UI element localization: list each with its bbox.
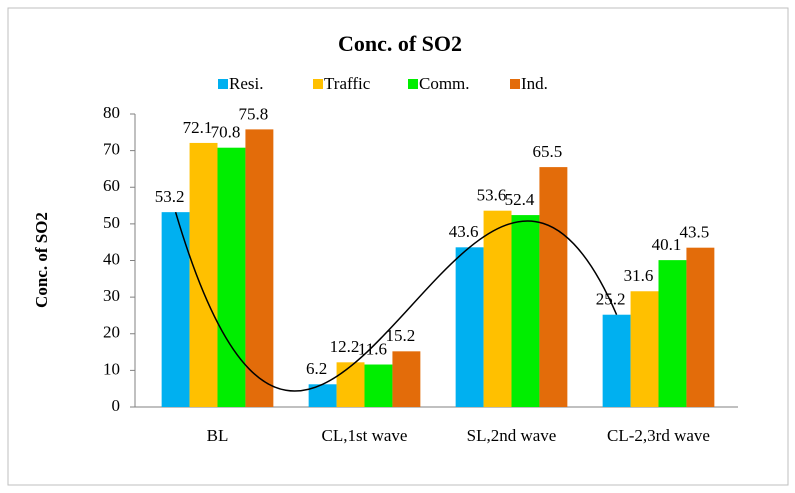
bar [630, 291, 659, 407]
y-tick-label: 20 [103, 323, 120, 342]
data-label: 53.6 [477, 186, 507, 205]
legend-label: Comm. [419, 74, 470, 93]
bar [658, 260, 687, 407]
y-axis-label: Conc. of SO2 [32, 212, 51, 308]
data-label: 65.5 [533, 142, 563, 161]
bar [686, 247, 715, 407]
bar [336, 362, 365, 407]
data-label: 25.2 [596, 290, 626, 309]
x-tick-label: CL,1st wave [322, 426, 408, 445]
y-tick-label: 30 [103, 286, 120, 305]
data-label: 43.5 [680, 223, 710, 242]
legend-label: Resi. [229, 74, 263, 93]
data-label: 72.1 [183, 118, 213, 137]
trendline [174, 211, 618, 392]
legend-swatch [510, 79, 520, 89]
x-tick-label: SL,2nd wave [467, 426, 557, 445]
data-label: 70.8 [211, 123, 241, 142]
legend-swatch [218, 79, 228, 89]
data-label: 12.2 [330, 337, 360, 356]
bar [455, 247, 484, 407]
chart-title: Conc. of SO2 [338, 31, 462, 56]
bar [217, 147, 246, 407]
x-tick-label: BL [207, 426, 229, 445]
data-label: 43.6 [449, 222, 479, 241]
bar [161, 212, 190, 407]
bar [392, 351, 421, 407]
bar [602, 314, 631, 407]
legend-swatch [313, 79, 323, 89]
bar [364, 364, 393, 407]
y-tick-label: 80 [103, 103, 120, 122]
y-tick-label: 0 [112, 396, 121, 415]
bar [539, 167, 568, 407]
data-label: 52.4 [505, 190, 535, 209]
data-label: 6.2 [306, 359, 327, 378]
bar [245, 129, 274, 407]
y-tick-label: 70 [103, 140, 120, 159]
data-label: 15.2 [386, 326, 416, 345]
data-label: 53.2 [155, 187, 185, 206]
data-label: 75.8 [239, 104, 269, 123]
legend-label: Traffic [324, 74, 371, 93]
y-tick-label: 40 [103, 249, 120, 268]
bar [189, 142, 218, 407]
bar [483, 210, 512, 407]
y-tick-label: 60 [103, 176, 120, 195]
bar [308, 384, 337, 407]
legend-swatch [408, 79, 418, 89]
x-tick-label: CL-2,3rd wave [607, 426, 710, 445]
y-tick-label: 50 [103, 213, 120, 232]
data-label: 31.6 [624, 266, 654, 285]
y-tick-label: 10 [103, 359, 120, 378]
data-label: 40.1 [652, 235, 682, 254]
legend-label: Ind. [521, 74, 548, 93]
bar [511, 215, 540, 407]
